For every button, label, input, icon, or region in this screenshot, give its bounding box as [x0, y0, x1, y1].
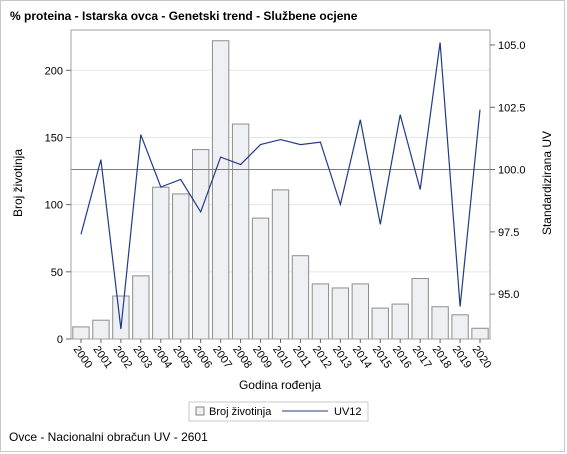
bar-2001	[92, 319, 110, 340]
legend-bar-swatch	[195, 406, 205, 416]
line-uv12	[80, 42, 481, 330]
x-tick-label-2020: 2020	[470, 344, 494, 371]
x-tick-label-2014: 2014	[350, 344, 374, 371]
x-tick-label-2013: 2013	[330, 344, 354, 371]
y-tick-label-right: 102.5	[498, 102, 526, 114]
bar-2011	[291, 255, 310, 340]
bar-2004	[152, 186, 170, 340]
bar-2014	[351, 283, 369, 340]
x-tick-label-2011: 2011	[290, 344, 313, 370]
bar-2006	[192, 149, 210, 340]
footer-note: Ovce - Nacionalni obračun UV - 2601	[9, 430, 208, 444]
x-tick-label-2001: 2001	[90, 344, 114, 371]
y-tick-label-right: 97.5	[498, 227, 519, 239]
bar-2000	[72, 326, 90, 340]
x-tick-label-2010: 2010	[270, 344, 294, 371]
bar-2002	[112, 295, 130, 340]
x-tick-label-2016: 2016	[390, 344, 414, 371]
bar-2007	[211, 40, 230, 340]
legend-bar-label: Broj životinja	[209, 406, 272, 418]
x-tick-label-2019: 2019	[450, 344, 474, 371]
bar-2015	[371, 307, 389, 340]
y-axis-label-left: Broj životinja	[11, 149, 25, 217]
x-tick-label-2015: 2015	[370, 344, 394, 371]
line-series	[80, 42, 481, 330]
bar-2010	[271, 189, 290, 340]
bar-2017	[411, 278, 429, 340]
x-tick-label-2018: 2018	[430, 344, 454, 371]
x-tick-label-2012: 2012	[310, 344, 334, 371]
y-tick-label-right: 105.0	[498, 40, 526, 52]
x-axis-label: Godina rođenja	[239, 378, 321, 392]
y-tick-label-left: 150	[45, 132, 63, 144]
legend-box	[188, 401, 369, 422]
x-tick-label-2006: 2006	[190, 344, 214, 371]
bar-2003	[132, 275, 150, 340]
y-tick-label-left: 0	[57, 334, 63, 346]
x-tick-label-2000: 2000	[71, 344, 95, 371]
bar-2012	[311, 283, 330, 340]
x-tick-label-2003: 2003	[130, 344, 154, 371]
y-tick-label-left: 100	[45, 200, 63, 212]
x-tick-label-2002: 2002	[110, 344, 134, 371]
y-tick-label-left: 200	[45, 65, 63, 77]
bar-2020	[471, 327, 489, 340]
x-tick-label-2008: 2008	[230, 344, 254, 371]
y-tick-label-left: 50	[51, 267, 63, 279]
y-tick-label-right: 95.0	[498, 289, 519, 301]
x-tick-label-2007: 2007	[210, 344, 234, 371]
x-tick-label-2009: 2009	[250, 344, 274, 371]
legend-line-label: UV12	[334, 406, 362, 418]
bar-2005	[172, 193, 190, 340]
bar-2013	[331, 287, 350, 340]
x-tick-label-2005: 2005	[170, 344, 194, 371]
bar-2019	[451, 314, 469, 340]
x-tick-label-2004: 2004	[150, 344, 174, 371]
y-tick-label-right: 100.0	[498, 165, 526, 177]
bar-2016	[391, 303, 409, 340]
chart-title: % proteina - Istarska ovca - Genetski tr…	[10, 9, 358, 23]
legend: Broj životinja UV12	[188, 401, 369, 422]
y-axis-label-right: Standardizirana UV	[540, 131, 554, 235]
x-tick-label-2017: 2017	[410, 344, 434, 371]
bar-2018	[431, 306, 449, 340]
bar-2009	[251, 217, 270, 340]
bar-2008	[231, 123, 250, 340]
